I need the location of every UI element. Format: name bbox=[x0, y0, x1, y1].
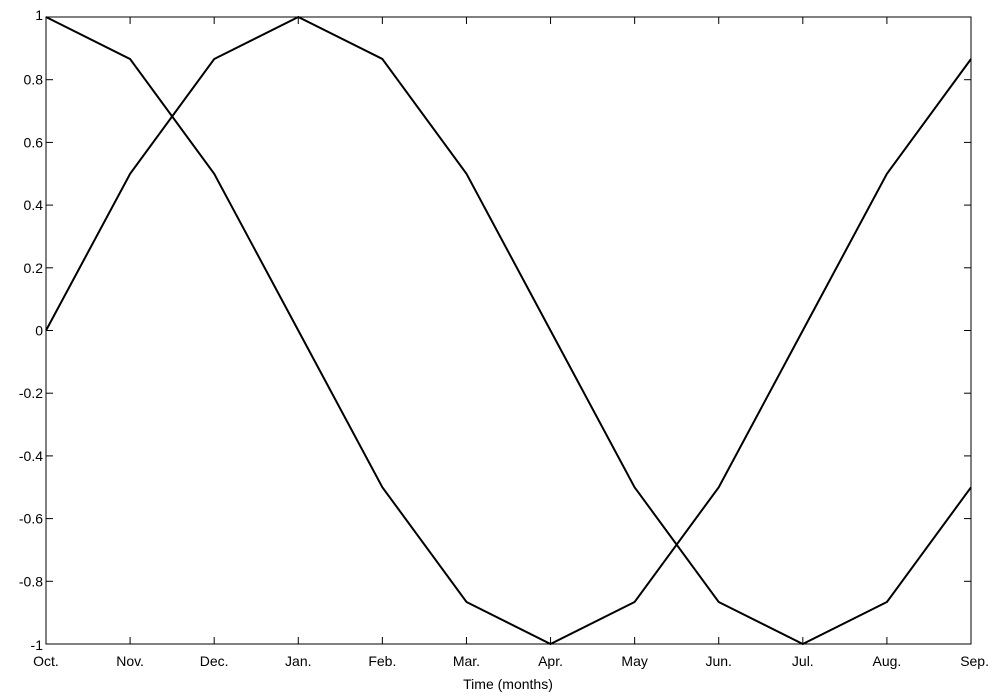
y-tick-label: 0.6 bbox=[24, 134, 44, 150]
y-tick-label: -0.2 bbox=[19, 385, 43, 401]
axis-ticks bbox=[45, 16, 972, 645]
y-tick-label: -0.8 bbox=[19, 573, 43, 589]
y-tick-label: 0.8 bbox=[24, 72, 44, 88]
x-tick-label: Sep. bbox=[960, 653, 989, 669]
series-lines bbox=[45, 15, 972, 646]
x-tick-labels: Oct. Nov. Dec. Jan. Feb. Mar. Apr. May Jun. Jul. A… bbox=[33, 653, 989, 669]
x-tick-label: Jun. bbox=[705, 653, 731, 669]
x-tick-label: Nov. bbox=[116, 653, 144, 669]
x-tick-label: Mar. bbox=[453, 653, 480, 669]
x-tick-label: Apr. bbox=[538, 653, 563, 669]
y-tick-label: -0.4 bbox=[19, 448, 43, 464]
y-tick-label: -0.6 bbox=[19, 511, 43, 527]
y-tick-label: 0 bbox=[35, 323, 43, 339]
x-axis-label: Time (months) bbox=[463, 676, 553, 692]
x-tick-label: May bbox=[621, 653, 647, 669]
y-tick-label: 0.2 bbox=[24, 260, 44, 276]
y-tick-label: -1 bbox=[31, 637, 44, 653]
plot-area bbox=[45, 16, 972, 645]
x-tick-label: Jan. bbox=[285, 653, 311, 669]
series-line-2 bbox=[45, 15, 972, 646]
x-tick-label: Feb. bbox=[368, 653, 396, 669]
x-tick-label: Oct. bbox=[33, 653, 59, 669]
series-line-1 bbox=[45, 16, 972, 646]
y-tick-labels: 1 0.8 0.6 0.4 0.2 0 -0.2 -0.4 -0.6 -0.8 -1 bbox=[19, 7, 43, 653]
x-tick-label: Jul. bbox=[792, 653, 814, 669]
x-tick-label: Aug. bbox=[873, 653, 902, 669]
x-tick-label: Dec. bbox=[200, 653, 229, 669]
y-tick-label: 1 bbox=[35, 7, 43, 23]
y-tick-label: 0.4 bbox=[24, 197, 44, 213]
